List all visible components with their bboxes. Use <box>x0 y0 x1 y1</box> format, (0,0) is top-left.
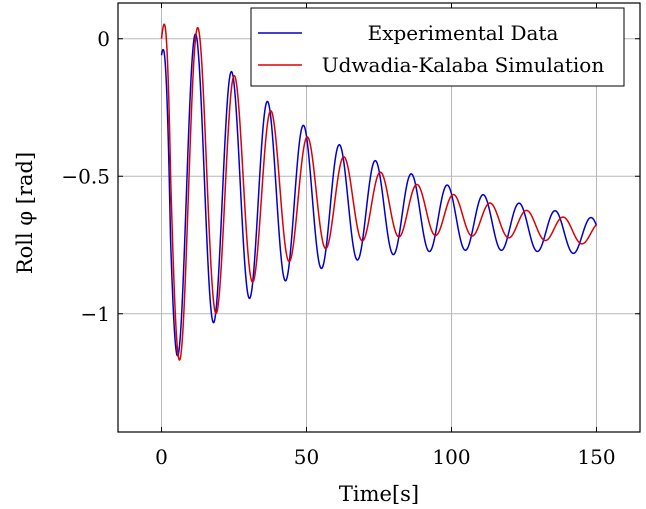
y-tick-label: −1 <box>81 302 110 326</box>
x-tick-label: 100 <box>432 445 470 469</box>
plot-frame <box>117 2 641 433</box>
legend-box <box>250 7 625 87</box>
x-tick-label: 0 <box>155 445 168 469</box>
legend: Experimental Data Udwadia-Kalaba Simulat… <box>250 7 625 87</box>
x-tick-label: 50 <box>294 445 319 469</box>
x-axis-label: Time[s] <box>339 482 419 506</box>
ticks: 0 50 100 150 0 −0.5 −1 <box>61 3 640 469</box>
y-axis-label: Roll φ [rad] <box>13 152 37 274</box>
y-tick-label: 0 <box>97 27 110 51</box>
legend-label-simulation: Udwadia-Kalaba Simulation <box>322 53 605 77</box>
simulation-line <box>160 23 598 361</box>
series-group <box>160 23 598 361</box>
legend-label-experimental: Experimental Data <box>368 21 559 45</box>
x-tick-label: 150 <box>577 445 615 469</box>
y-tick-label: −0.5 <box>61 164 110 188</box>
